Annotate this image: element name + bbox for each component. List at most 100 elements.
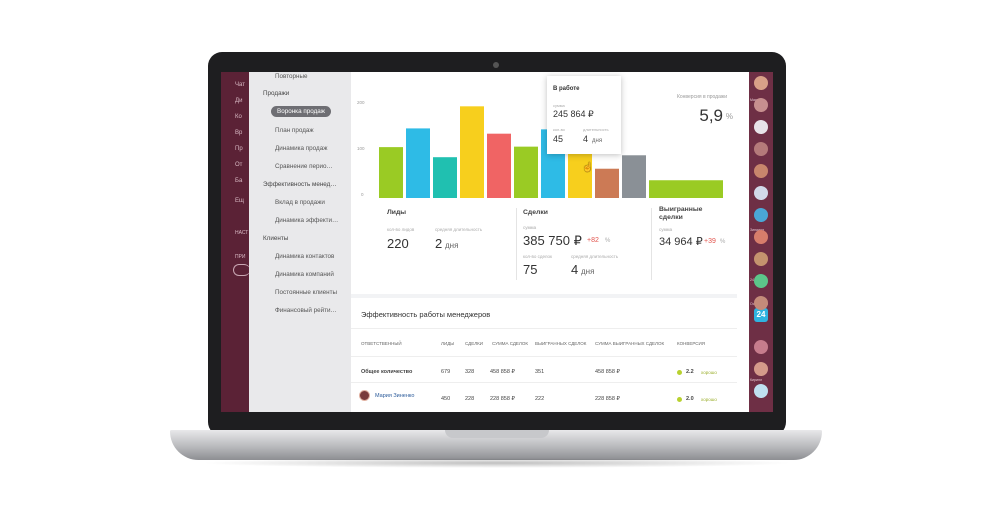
main-sidebar: Чат Ди Ко Вр Пр От Ба Ещ НАСТ ПРИ	[221, 72, 250, 412]
y-tick-label: 200	[357, 100, 365, 105]
contact-avatar[interactable]	[754, 296, 768, 310]
main-sidebar-section: ПРИ	[235, 254, 246, 260]
main-sidebar-item[interactable]: От	[235, 162, 243, 168]
contact-avatar[interactable]	[754, 274, 768, 288]
conversion-value: 5,9	[699, 106, 723, 125]
tooltip-sum-value: 245 864 ₽	[553, 109, 594, 119]
laptop-shadow	[200, 458, 794, 468]
deals-duration-unit: дня	[581, 267, 595, 276]
menu-item-sales-dynamics[interactable]: Динамика продаж	[275, 145, 328, 152]
table-cell: 458 858 ₽	[595, 369, 620, 375]
menu-section-sales[interactable]: Продажи	[263, 90, 290, 97]
menu-item-repeat[interactable]: Повторные	[275, 73, 308, 80]
table-cell: 450	[441, 396, 451, 402]
divider	[516, 208, 517, 280]
funnel-bar[interactable]	[406, 128, 430, 198]
won-sum-label: сумма	[659, 227, 673, 232]
contact-avatar[interactable]	[754, 340, 768, 354]
main-sidebar-item[interactable]: Чат	[235, 82, 245, 88]
managers-card	[351, 298, 737, 412]
contact-avatar[interactable]	[754, 384, 768, 398]
funnel-bar[interactable]	[460, 106, 484, 198]
menu-item-efficiency-dynamics[interactable]: Динамика эффекти…	[275, 217, 339, 224]
camera-icon	[493, 62, 499, 68]
column-header[interactable]: КОНВЕРСИЯ	[677, 341, 706, 346]
conversion-dot	[677, 397, 682, 402]
leads-duration-label: средняя длительность	[435, 227, 483, 232]
won-delta: +39	[704, 238, 716, 245]
menu-item-contribution[interactable]: Вклад в продажи	[275, 199, 325, 206]
funnel-bar[interactable]	[649, 180, 723, 198]
main-sidebar-item[interactable]: Вр	[235, 130, 243, 136]
contact-avatar[interactable]	[754, 208, 768, 222]
tooltip-duration-label: длительность	[583, 127, 609, 132]
leads-title: Лиды	[387, 209, 407, 216]
contact-avatar[interactable]	[754, 98, 768, 112]
tooltip-sum-label: сумма	[553, 103, 565, 108]
funnel-bar[interactable]	[622, 155, 646, 198]
deals-delta: +82	[587, 237, 599, 244]
won-delta-unit: %	[720, 239, 726, 245]
menu-item-financial-rating[interactable]: Финансовый рейти…	[275, 307, 337, 314]
won-sum-value: 34 964 ₽	[659, 236, 703, 248]
avatar[interactable]	[359, 390, 370, 401]
table-cell: 228 858 ₽	[490, 396, 515, 402]
divider	[351, 382, 737, 383]
main-sidebar-item[interactable]: Ба	[235, 178, 243, 184]
menu-item-companies-dynamics[interactable]: Динамика компаний	[275, 271, 334, 278]
contact-avatar[interactable]	[754, 142, 768, 156]
conversion-dot	[677, 370, 682, 375]
contact-avatar[interactable]	[754, 252, 768, 266]
contact-avatar[interactable]	[754, 164, 768, 178]
contact-avatar[interactable]	[754, 362, 768, 376]
table-cell: 458 858 ₽	[490, 369, 515, 375]
main-sidebar-item[interactable]: Ко	[235, 114, 242, 120]
contact-avatar[interactable]	[754, 186, 768, 200]
column-header[interactable]: СУММА ВЫИГРАННЫХ СДЕЛОК	[595, 341, 665, 346]
main-content: 200 100 0 В работе сумма 245 864 ₽ кол-в…	[351, 72, 737, 412]
manager-name-link[interactable]: Мария Зиненко	[375, 393, 415, 399]
table-cell: 679	[441, 369, 451, 375]
column-header[interactable]: СДЕЛКИ	[465, 341, 484, 346]
deals-delta-unit: %	[605, 238, 611, 244]
funnel-bar[interactable]	[433, 157, 457, 198]
hand-cursor-icon: ☝	[582, 162, 594, 172]
tooltip-count-value: 45	[553, 134, 564, 144]
tooltip-title: В работе	[553, 86, 580, 92]
funnel-bar[interactable]	[487, 133, 511, 198]
menu-item-period-compare[interactable]: Сравнение перио…	[275, 163, 333, 170]
column-header[interactable]: ЛИДЫ	[441, 341, 455, 346]
table-cell: 222	[535, 396, 545, 402]
column-header[interactable]: ОТВЕТСТВЕННЫЙ	[361, 341, 402, 346]
funnel-bar[interactable]	[595, 168, 619, 198]
main-sidebar-item[interactable]: Пр	[235, 146, 243, 152]
column-header[interactable]: СУММА СДЕЛОК	[492, 341, 528, 346]
funnel-bar[interactable]	[379, 147, 403, 198]
table-title: Эффективность работы менеджеров	[361, 310, 491, 319]
main-sidebar-item[interactable]: Ди	[235, 98, 243, 104]
tooltip-duration-value: 4	[583, 134, 589, 144]
menu-item-sales-funnel[interactable]: Воронка продаж	[271, 106, 331, 117]
funnel-bar[interactable]	[568, 146, 592, 198]
report-menu: Повторные Продажи Воронка продаж План пр…	[249, 72, 351, 412]
menu-item-regular-clients[interactable]: Постоянные клиенты	[275, 289, 338, 296]
menu-item-contacts-dynamics[interactable]: Динамика контактов	[275, 253, 335, 260]
contact-avatar[interactable]	[754, 76, 768, 90]
divider	[351, 356, 737, 357]
menu-section-clients[interactable]: Клиенты	[263, 235, 289, 242]
deals-count-value: 75	[523, 262, 538, 277]
main-sidebar-item[interactable]: Ещ	[235, 198, 244, 204]
menu-section-efficiency[interactable]: Эффективность менед…	[263, 181, 337, 188]
column-header[interactable]: ВЫИГРАННЫХ СДЕЛОК	[535, 341, 587, 346]
leads-count-label: кол-во лидов	[387, 227, 415, 232]
rating-badge: хорошо	[701, 397, 717, 402]
contact-avatar[interactable]	[754, 230, 768, 244]
table-cell: 2.0	[686, 396, 694, 402]
bitrix24-badge-icon[interactable]: 24	[754, 308, 768, 322]
contact-avatar[interactable]	[754, 120, 768, 134]
funnel-bar[interactable]	[514, 146, 538, 198]
y-tick-label: 0	[361, 192, 364, 197]
menu-item-sales-plan[interactable]: План продаж	[275, 127, 314, 134]
scroll-gutter	[737, 72, 749, 412]
sidebar-pill-button[interactable]	[233, 264, 250, 276]
